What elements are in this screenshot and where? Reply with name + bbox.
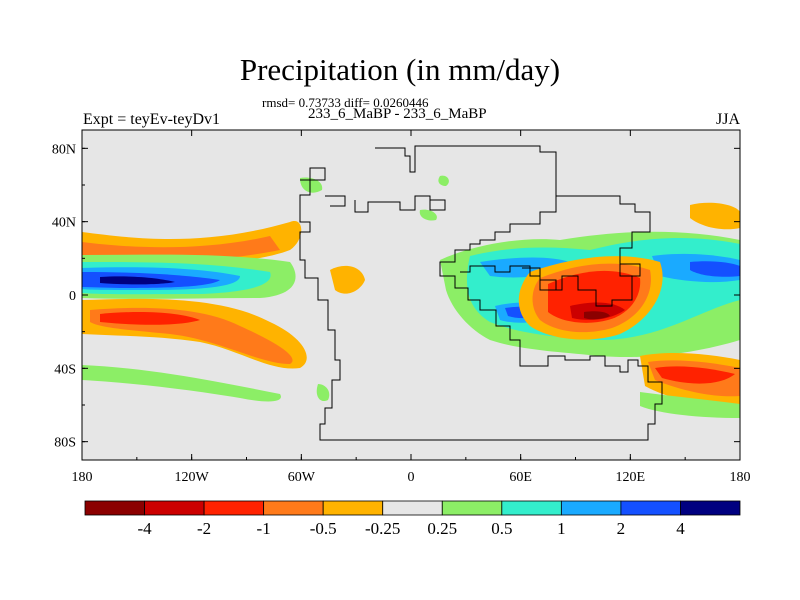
colorbar-label: -1 — [257, 519, 271, 538]
comparison-label: 233_6_MaBP - 233_6_MaBP — [308, 106, 487, 122]
colorbar-label: -0.5 — [310, 519, 337, 538]
colorbar-swatch — [441, 500, 503, 516]
coastline-continents-outline — [299, 179, 663, 441]
colorbar-swatch — [263, 500, 324, 516]
coastline-arctic-islands — [325, 195, 346, 207]
coastline-greenland — [300, 167, 326, 181]
coastline-maritime-continent — [619, 263, 641, 277]
contour-asia-monsoon-core — [584, 311, 610, 320]
precipitation-field — [82, 175, 740, 418]
season-label: JJA — [715, 111, 740, 128]
colorbar-label: 0.25 — [427, 519, 457, 538]
colorbar-swatch — [560, 500, 622, 516]
x-tick-label: 60W — [288, 470, 316, 485]
x-tick-label: 180 — [730, 470, 751, 485]
coastline-north-atlantic — [354, 195, 446, 213]
map-title: Precipitation (in mm/day) — [239, 52, 561, 87]
x-tick-label: 0 — [408, 470, 415, 485]
y-tick-label: 80N — [52, 142, 76, 157]
x-tick-label: 180 — [72, 470, 93, 485]
coastline-indian-peninsula — [522, 267, 557, 290]
y-tick-label: 40N — [52, 216, 76, 231]
contour-south-pacific-green — [82, 365, 281, 402]
colorbar-swatch — [620, 500, 681, 516]
colorbar-swatch — [501, 500, 562, 516]
x-tick-label: 60E — [509, 470, 532, 485]
contour-south-australia-red — [655, 366, 735, 384]
experiment-label: Expt = teyEv-teyDv1 — [83, 111, 220, 128]
x-axis: 180 120W 60W 0 60E 120E 180 — [72, 130, 751, 485]
contour-mediterranean-patch — [419, 209, 437, 221]
y-tick-label: 80S — [54, 436, 76, 451]
contour-southern-ocean-green — [640, 392, 740, 418]
colorbar-swatch — [203, 500, 265, 516]
contour-south-america-patch — [330, 265, 365, 294]
colorbar-swatch — [680, 500, 741, 516]
y-tick-label: 40S — [54, 362, 76, 377]
contour-west-pacific-darkblue — [690, 261, 740, 277]
contour-pacific-equatorial-darkblue — [100, 276, 175, 285]
contour-asia-monsoon-darkred — [570, 302, 625, 320]
coastline — [299, 145, 663, 441]
y-tick-label: 0 — [69, 289, 76, 304]
contour-europe-patch — [438, 175, 449, 186]
contour-south-atlantic-patch — [316, 384, 330, 402]
coastline-arctic — [375, 145, 557, 196]
colorbar-swatch — [322, 500, 384, 516]
colorbar-label: -0.25 — [365, 519, 400, 538]
x-tick-label: 120E — [616, 470, 646, 485]
contour-north-atlantic-patch — [300, 177, 323, 193]
colorbar-swatch — [382, 500, 443, 516]
colorbar: -4 -2 -1 -0.5 -0.25 0.25 0.5 1 2 4 — [84, 500, 741, 538]
colorbar-label: -2 — [197, 519, 211, 538]
colorbar-label: 0.5 — [491, 519, 512, 538]
colorbar-swatch — [84, 500, 145, 516]
colorbar-label: 4 — [676, 519, 685, 538]
colorbar-label: -4 — [137, 519, 152, 538]
colorbar-label: 1 — [557, 519, 566, 538]
y-axis: 80N 40N 0 40S 80S — [52, 142, 740, 451]
x-tick-label: 120W — [175, 470, 210, 485]
contour-north-pacific-patch — [690, 202, 740, 230]
stats-line: rmsd= 0.73733 diff= 0.0260446 — [262, 95, 429, 110]
colorbar-swatch — [144, 500, 205, 516]
colorbar-label: 2 — [617, 519, 626, 538]
contour-spcz-red — [100, 312, 200, 325]
